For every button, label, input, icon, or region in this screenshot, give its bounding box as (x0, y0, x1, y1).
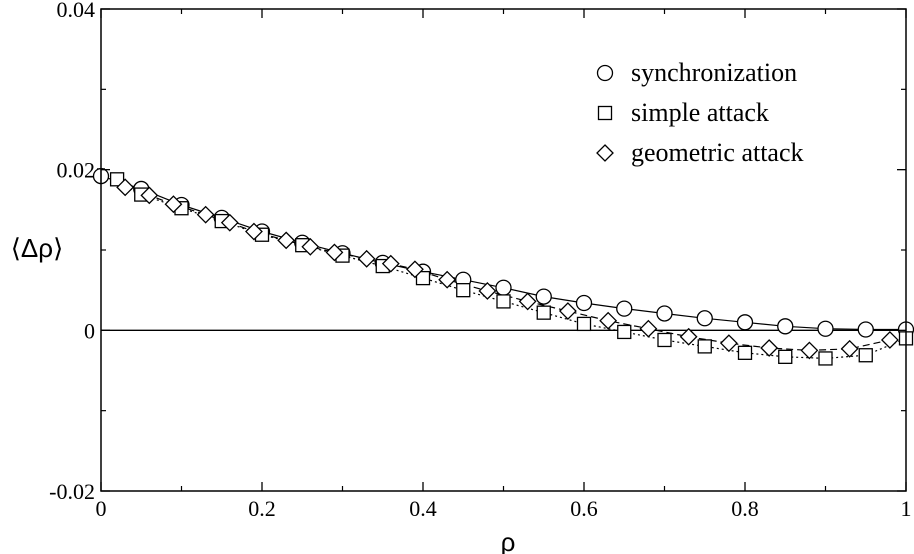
diamond-point (357, 249, 376, 268)
circle-point (817, 320, 834, 337)
circle-point (575, 294, 593, 312)
diamond-point (518, 292, 537, 311)
x-tick-label: 0.8 (731, 496, 759, 521)
diamond-point (245, 222, 263, 241)
circle-point (656, 305, 673, 322)
diamond-point (301, 237, 320, 256)
diamond-point (679, 327, 698, 346)
square-point (456, 283, 471, 298)
circle-point (696, 310, 713, 327)
diamond-point (116, 178, 135, 197)
legend: synchronization simple attack geometric at… (596, 58, 804, 167)
x-tick-label: 0.4 (409, 496, 437, 521)
square-point (415, 270, 431, 286)
diamond-point (478, 282, 497, 300)
square-point (657, 332, 672, 348)
legend-marker-circle (596, 64, 614, 82)
square-point (109, 172, 125, 187)
diamond-point (406, 260, 424, 279)
circle-point (616, 300, 633, 317)
diamond-point (325, 243, 344, 262)
diamond-point (599, 311, 618, 330)
diamond-point (558, 302, 577, 320)
diamond-point (719, 334, 738, 353)
diamond-point (196, 205, 215, 224)
x-tick-label: 0 (96, 496, 107, 521)
y-tick-label: 0 (84, 318, 95, 343)
y-axis-title: ⟨Δρ⟩ (11, 233, 63, 263)
square-point (576, 316, 592, 332)
diamond-point (840, 339, 859, 358)
x-tick-label: 1 (901, 496, 912, 521)
series-line-geometric-attack (125, 186, 891, 352)
square-point (737, 345, 753, 360)
legend-marker-diamond (596, 144, 614, 162)
x-tick-label: 0.2 (248, 496, 276, 521)
diamond-point (800, 341, 819, 360)
legend-label: synchronization (631, 58, 797, 87)
diamond-point (760, 339, 779, 357)
legend-label: simple attack (631, 98, 769, 127)
diamond-point (277, 231, 296, 250)
square-point (617, 324, 632, 340)
diamond-point (639, 319, 658, 338)
diamond-point (164, 195, 183, 214)
square-point (858, 348, 873, 363)
x-tick-label: 0.6 (570, 496, 598, 521)
diamond-point (220, 213, 239, 232)
diamond-point (140, 186, 159, 205)
plot-area (92, 167, 914, 366)
diamond-point (381, 254, 400, 273)
square-point (778, 349, 793, 364)
circle-point (857, 321, 874, 338)
square-point (496, 294, 511, 309)
circle-point (777, 318, 794, 335)
legend-label: geometric attack (631, 138, 804, 167)
circle-point (535, 288, 552, 305)
square-point (818, 351, 833, 366)
square-point (536, 305, 551, 320)
legend-marker-square (597, 105, 613, 121)
y-tick-label: 0.04 (57, 0, 96, 22)
circle-point (736, 314, 754, 331)
y-tick-label: 0.02 (57, 158, 96, 183)
circle-point (495, 279, 512, 296)
y-tick-label: -0.02 (49, 479, 95, 504)
square-point (697, 339, 712, 354)
x-axis-title: ρ (501, 527, 516, 554)
diamond-point (880, 331, 899, 349)
diamond-point (438, 270, 457, 289)
